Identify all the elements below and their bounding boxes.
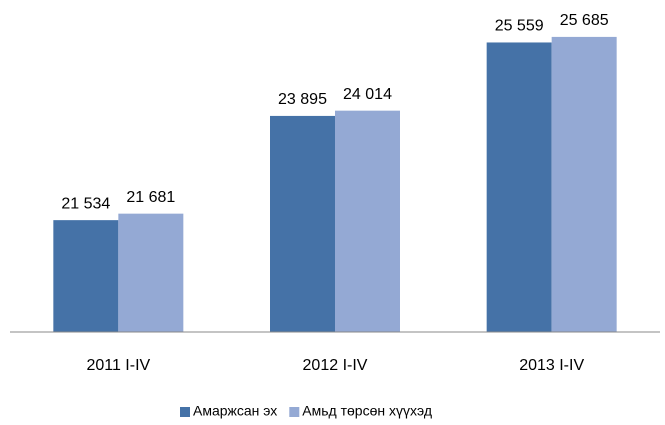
bar bbox=[486, 42, 552, 332]
value-label: 25 559 bbox=[495, 18, 544, 35]
x-tick-label: 2011 I-IV bbox=[86, 357, 150, 374]
value-label: 25 685 bbox=[560, 12, 609, 29]
x-tick-label: 2013 I-IV bbox=[519, 357, 584, 374]
bar bbox=[270, 115, 335, 332]
bar bbox=[53, 220, 119, 332]
legend-label: Амаржсан эх bbox=[193, 403, 277, 419]
bar bbox=[118, 213, 184, 332]
x-tick-label: 2012 I-IV bbox=[303, 357, 368, 374]
bar bbox=[551, 36, 617, 332]
legend-swatch bbox=[180, 407, 190, 417]
legend-swatch bbox=[289, 407, 300, 417]
bar bbox=[335, 110, 400, 332]
value-label: 21 534 bbox=[61, 195, 110, 212]
legend-label: Амьд төрсөн хүүхэд bbox=[302, 403, 432, 419]
value-label: 23 895 bbox=[278, 91, 327, 108]
value-label: 21 681 bbox=[126, 189, 175, 206]
value-label: 24 014 bbox=[343, 86, 392, 103]
